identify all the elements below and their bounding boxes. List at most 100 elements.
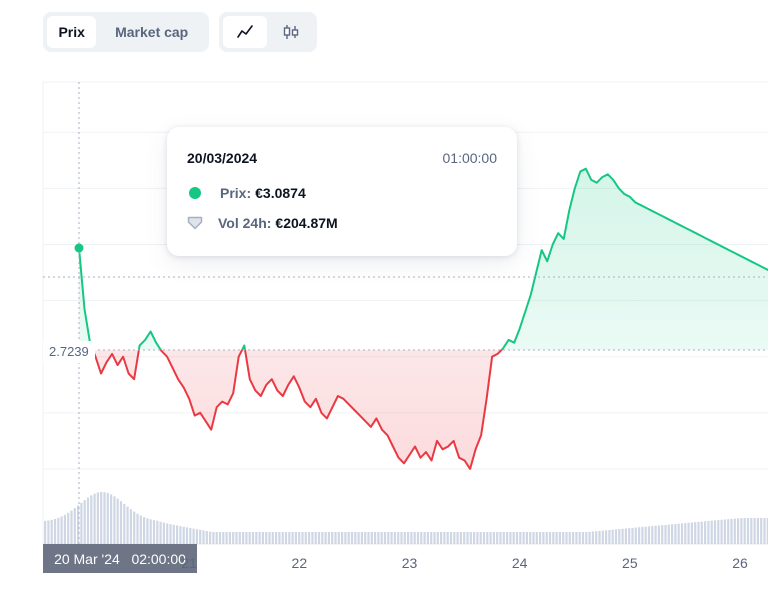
volume-bar bbox=[416, 532, 420, 544]
price-tooltip: 20/03/2024 01:00:00 Prix: €3.0874 Vol 24… bbox=[167, 127, 517, 256]
volume-bar bbox=[380, 532, 383, 544]
volume-bar bbox=[562, 532, 565, 544]
volume-bar bbox=[713, 520, 717, 544]
chart-view-toggle bbox=[219, 12, 317, 52]
volume-bar bbox=[430, 532, 433, 544]
volume-bar bbox=[106, 492, 109, 544]
area-fill-above bbox=[79, 168, 768, 350]
volume-bar bbox=[690, 522, 693, 544]
volume-bar bbox=[542, 532, 545, 544]
volume-bar bbox=[717, 520, 720, 544]
volume-bar bbox=[766, 518, 768, 544]
candlestick-view-button[interactable] bbox=[269, 16, 313, 48]
volume-bar bbox=[420, 532, 423, 544]
volume-bar bbox=[156, 520, 159, 544]
volume-bar bbox=[367, 532, 370, 544]
volume-bar bbox=[482, 532, 486, 544]
volume-bar bbox=[119, 501, 123, 544]
tooltip-date: 20/03/2024 bbox=[187, 150, 258, 166]
volume-bar bbox=[631, 527, 634, 544]
volume-bar bbox=[476, 532, 479, 544]
volume-bar bbox=[426, 532, 429, 544]
volume-bar bbox=[324, 532, 327, 544]
x-tick-label: 22 bbox=[291, 555, 308, 571]
volume-bar bbox=[572, 532, 575, 544]
volume-bar bbox=[311, 532, 314, 544]
volume-bar bbox=[308, 532, 311, 544]
volume-bar bbox=[162, 522, 165, 544]
volume-bar bbox=[585, 532, 588, 544]
volume-bar bbox=[581, 532, 585, 544]
volume-bar bbox=[535, 532, 538, 544]
volume-bar bbox=[575, 532, 578, 544]
volume-bar bbox=[53, 518, 57, 544]
volume-bar bbox=[671, 524, 674, 544]
line-view-button[interactable] bbox=[223, 16, 267, 48]
area-fill-below bbox=[79, 350, 768, 469]
price-dot-icon bbox=[189, 187, 201, 199]
price-line-up bbox=[78, 167, 768, 350]
volume-bar bbox=[512, 532, 515, 544]
volume-bar bbox=[496, 532, 499, 544]
volume-bar bbox=[331, 532, 334, 544]
volume-bar bbox=[314, 532, 317, 544]
volume-bar bbox=[232, 532, 235, 544]
reference-price-label: 2.7239 bbox=[43, 341, 95, 363]
tab-price[interactable]: Prix bbox=[47, 16, 97, 48]
volume-bar bbox=[638, 527, 641, 544]
volume-bar bbox=[700, 521, 703, 544]
volume-bar bbox=[704, 521, 707, 544]
volume-bar bbox=[565, 532, 568, 544]
volume-bar bbox=[552, 532, 555, 544]
volume-bar bbox=[344, 532, 347, 544]
volume-bar bbox=[746, 518, 750, 544]
volume-icon bbox=[187, 216, 203, 230]
volume-bar bbox=[591, 531, 594, 544]
volume-bar bbox=[77, 505, 80, 544]
volume-bar bbox=[205, 531, 208, 544]
volume-bar bbox=[337, 532, 340, 544]
volume-bar bbox=[334, 532, 337, 544]
volume-bar bbox=[568, 532, 571, 544]
volume-bar bbox=[301, 532, 304, 544]
volume-bar bbox=[218, 532, 222, 544]
volume-bar bbox=[199, 529, 202, 544]
volume-bar bbox=[83, 500, 86, 544]
volume-bar bbox=[453, 532, 456, 544]
volume-bar bbox=[166, 523, 169, 544]
volume-bar bbox=[63, 514, 66, 544]
volume-bar bbox=[347, 532, 350, 544]
volume-bar bbox=[618, 529, 621, 544]
volume-bar bbox=[740, 518, 743, 544]
volume-bar bbox=[96, 492, 99, 544]
volume-bar bbox=[209, 531, 212, 544]
volume-bar bbox=[697, 521, 700, 544]
tooltip-price-value: €3.0874 bbox=[255, 185, 306, 201]
volume-bar bbox=[479, 532, 482, 544]
volume-bar bbox=[720, 519, 723, 544]
volume-bar bbox=[502, 532, 505, 544]
chart-type-toggle: Prix Market cap bbox=[43, 12, 209, 52]
volume-bar bbox=[727, 519, 730, 544]
volume-bar bbox=[275, 532, 278, 544]
volume-bar bbox=[192, 528, 195, 544]
volume-bar bbox=[555, 532, 558, 544]
volume-bar bbox=[370, 532, 373, 544]
tab-market-cap[interactable]: Market cap bbox=[115, 24, 189, 40]
volume-bar bbox=[50, 519, 53, 544]
volume-bar bbox=[255, 532, 258, 544]
volume-bar bbox=[707, 520, 710, 544]
volume-bar bbox=[641, 526, 644, 544]
volume-bar bbox=[608, 529, 611, 544]
volume-bar bbox=[446, 532, 449, 544]
volume-bar bbox=[86, 497, 90, 544]
volume-bar bbox=[238, 532, 241, 544]
volume-bar bbox=[506, 532, 509, 544]
volume-bar bbox=[466, 532, 469, 544]
volume-bar bbox=[588, 531, 591, 544]
volume-bar bbox=[694, 522, 697, 544]
volume-bar bbox=[360, 532, 363, 544]
volume-bar bbox=[258, 532, 261, 544]
volume-bar bbox=[525, 532, 528, 544]
